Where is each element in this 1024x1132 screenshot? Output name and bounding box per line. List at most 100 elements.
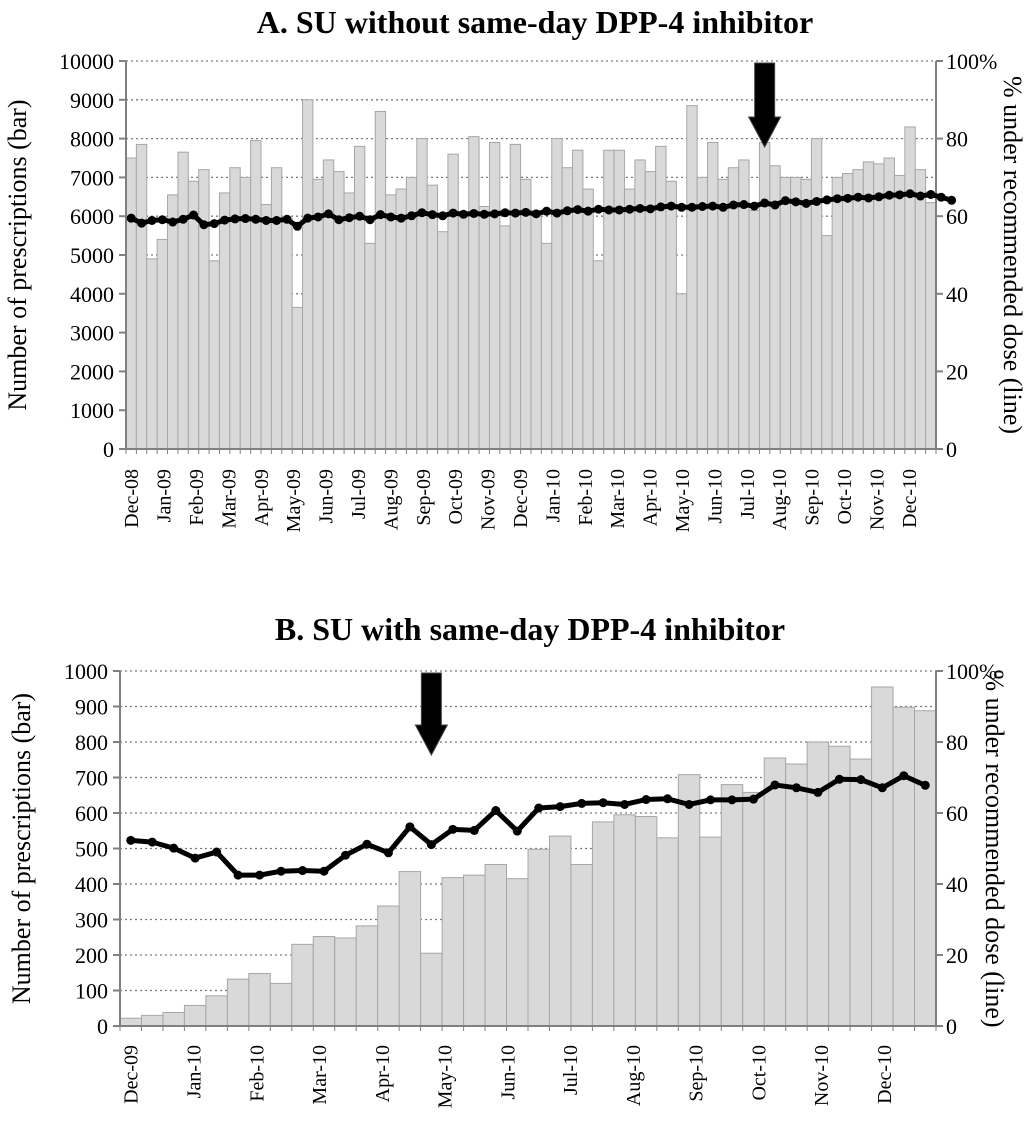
xtick-label-b: Mar-10: [309, 1045, 331, 1105]
bar-a: [270, 167, 283, 450]
ytick-label-a: 6000: [70, 204, 114, 229]
xtick-label-b: Dec-09: [121, 1045, 143, 1104]
line-point-b: [212, 847, 222, 857]
ytick-label-a: 9000: [70, 88, 114, 113]
bar-a: [603, 149, 615, 450]
bar-b: [248, 972, 271, 1027]
line-point-a: [739, 200, 749, 210]
line-point-a: [365, 215, 375, 225]
bar-a: [250, 140, 262, 450]
line-point-b: [383, 848, 393, 858]
line-point-b: [534, 803, 544, 813]
bar-a: [758, 141, 771, 450]
bar-a: [509, 143, 522, 450]
line-point-b: [598, 798, 608, 808]
bar-a: [904, 126, 916, 450]
line-point-a: [396, 213, 406, 223]
bar-b: [656, 837, 679, 1027]
ytick-label-a: 8000: [70, 127, 114, 152]
line-point-a: [469, 208, 479, 218]
line-point-a: [448, 208, 458, 218]
bar-b: [205, 995, 228, 1027]
line-point-a: [178, 214, 188, 224]
bar-b: [441, 877, 465, 1027]
ytick-label-b: 1000: [64, 659, 108, 684]
line-point-b: [276, 866, 286, 876]
panel-a-chart: A. SU without same-day DPP-4 inhibitor 0 1…: [3, 4, 1024, 532]
y2-axis-label-b: % under recommended dose (line): [980, 669, 1009, 1027]
xtick-label-a: Jul-09: [348, 469, 370, 519]
bar-b: [806, 741, 830, 1027]
line-point-a: [147, 215, 157, 225]
bar-a: [457, 211, 470, 450]
y2tick-label-a: 100%: [946, 49, 997, 74]
line-point-a: [614, 205, 624, 215]
line-point-a: [812, 196, 822, 206]
xtick-label-a: Feb-10: [575, 469, 597, 526]
ytick-label-a: 4000: [70, 282, 114, 307]
line-point-b: [555, 802, 565, 812]
line-point-a: [770, 200, 780, 210]
line-point-b: [877, 783, 887, 793]
line-point-b: [319, 866, 329, 876]
xtick-label-a: Aug-10: [769, 469, 791, 530]
xtick-label-a: Jun-10: [704, 469, 726, 523]
line-point-a: [822, 195, 832, 205]
y2tick-label-b: 60: [946, 801, 968, 826]
bar-a: [146, 258, 158, 450]
xtick-label-b: Nov-10: [811, 1045, 833, 1106]
line-point-a: [251, 214, 261, 224]
bar-b: [699, 836, 722, 1027]
bar-a: [634, 159, 646, 450]
y2-axis-label-a: % under recommended dose (line): [998, 76, 1024, 434]
bar-a: [167, 194, 179, 450]
bar-b: [871, 686, 894, 1027]
line-point-b: [727, 795, 737, 805]
bar-a: [395, 188, 407, 450]
bar-a: [208, 260, 220, 450]
bar-b: [763, 757, 787, 1027]
bar-b: [570, 863, 593, 1027]
bar-b: [506, 878, 529, 1027]
line-point-b: [620, 799, 630, 809]
line-point-a: [853, 192, 863, 202]
line-point-a: [874, 192, 884, 202]
bar-a: [727, 167, 740, 450]
line-point-a: [625, 204, 635, 214]
xtick-label-b: Dec-10: [874, 1045, 896, 1104]
bar-a: [125, 157, 137, 450]
ytick-label-b: 800: [75, 730, 108, 755]
bar-a: [520, 178, 532, 450]
line-point-a: [832, 194, 842, 204]
xtick-label-a: Jul-10: [737, 469, 759, 519]
ytick-label-a: 7000: [70, 165, 114, 190]
line-point-b: [684, 799, 694, 809]
line-point-b: [748, 794, 758, 804]
bar-a: [790, 176, 802, 450]
line-point-a: [531, 209, 541, 219]
line-point-a: [510, 208, 520, 218]
bar-a: [302, 99, 314, 450]
bar-a: [821, 235, 833, 450]
line-point-a: [521, 207, 531, 217]
bar-b: [892, 706, 916, 1027]
line-point-a: [791, 197, 801, 207]
y2tick-label-a: 60: [946, 204, 968, 229]
line-point-b: [663, 794, 673, 804]
xtick-label-b: Aug-10: [623, 1045, 645, 1106]
line-point-a: [261, 215, 271, 225]
y2tick-label-b: 20: [946, 943, 968, 968]
bar-a: [862, 161, 875, 450]
xtick-label-a: Apr-09: [251, 469, 273, 526]
line-point-a: [936, 192, 946, 202]
y-axis-label-a: Number of prescriptions (bar): [3, 99, 32, 410]
line-point-a: [542, 206, 552, 216]
line-point-b: [577, 798, 587, 808]
bar-b: [334, 937, 357, 1027]
line-point-b: [405, 822, 415, 832]
ytick-label-b: 700: [75, 766, 108, 791]
bar-a: [717, 178, 729, 450]
line-point-b: [147, 837, 157, 847]
line-point-a: [126, 213, 136, 223]
bar-a: [800, 178, 812, 450]
